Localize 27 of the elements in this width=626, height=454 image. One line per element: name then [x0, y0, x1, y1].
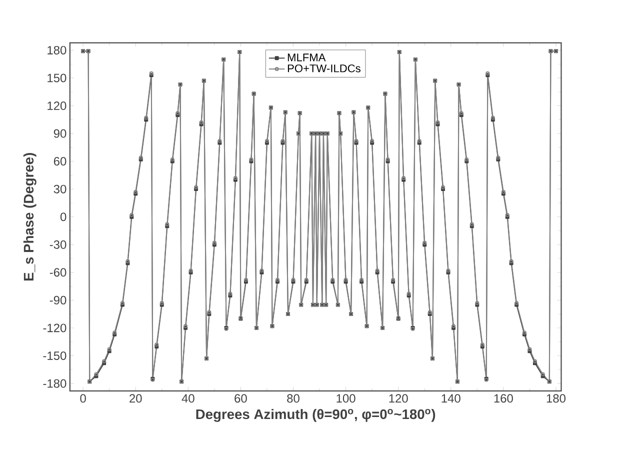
x-tick-label: 60: [234, 394, 247, 403]
x-tick-label: 0: [80, 394, 86, 403]
y-tick-label: 120: [48, 101, 66, 110]
y-tick-label: -180: [43, 379, 66, 388]
y-tick-label: -90: [50, 296, 66, 304]
x-tick-label: 20: [130, 394, 142, 403]
y-tick-label: -120: [43, 324, 66, 332]
y-tick-label: 180: [48, 46, 66, 54]
x-tick-label: 40: [182, 394, 194, 403]
y-axis-title: E_s Phase (Degree): [23, 152, 36, 280]
y-tick-label: -30: [50, 240, 66, 249]
x-tick-label: 180: [546, 394, 566, 403]
x-tick-label: 100: [336, 394, 356, 403]
x-tick-label: 120: [389, 394, 408, 403]
x-tick-label: 80: [287, 394, 300, 403]
legend-label: PO+TW-ILDCs: [288, 64, 360, 72]
x-tick-label: 140: [442, 394, 460, 403]
y-tick-label: 90: [54, 129, 66, 138]
y-tick-label: 30: [54, 184, 66, 194]
y-tick-label: 0: [60, 212, 66, 222]
x-tick-label: 160: [494, 394, 513, 403]
y-tick-label: -60: [50, 268, 66, 277]
y-tick-label: 60: [54, 156, 66, 166]
x-axis-title: Degrees Azimuth (θ=90$^{o}$, φ=0$^{o}$~180$^{o}$): [196, 408, 436, 422]
y-tick-label: -150: [43, 351, 66, 360]
legend-label: MLFMA: [288, 54, 326, 62]
y-tick-label: 150: [48, 74, 66, 82]
